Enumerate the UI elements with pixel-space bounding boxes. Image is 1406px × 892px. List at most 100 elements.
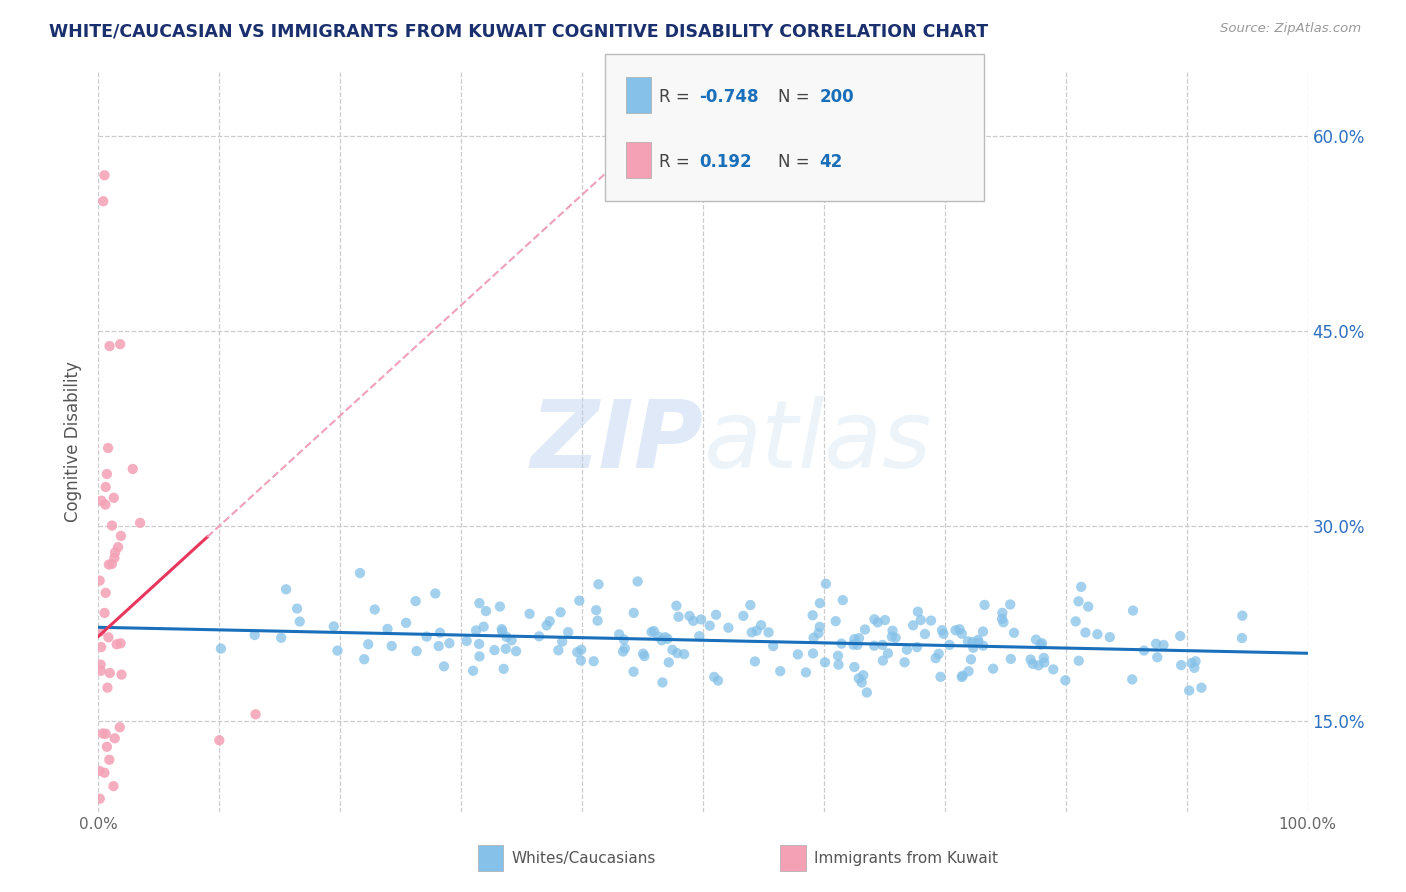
- Point: [96, 467, 118, 481]
- Point: [326, 643, 349, 657]
- Point: [405, 644, 427, 658]
- Point: [952, 669, 974, 683]
- Y-axis label: Cognitive Disability: Cognitive Disability: [65, 361, 83, 522]
- Point: [848, 631, 870, 645]
- Point: [103, 491, 125, 505]
- Point: [925, 651, 948, 665]
- Point: [1029, 638, 1052, 652]
- Point: [492, 662, 515, 676]
- Point: [491, 624, 513, 639]
- Point: [94, 498, 117, 512]
- Point: [678, 608, 700, 623]
- Point: [740, 598, 762, 612]
- Point: [851, 675, 873, 690]
- Point: [882, 624, 904, 638]
- Point: [827, 657, 849, 672]
- Point: [1146, 650, 1168, 665]
- Point: [468, 637, 491, 651]
- Point: [104, 545, 127, 559]
- Point: [704, 607, 727, 622]
- Point: [381, 639, 404, 653]
- Text: R =: R =: [659, 153, 696, 170]
- Point: [643, 624, 665, 638]
- Point: [896, 642, 918, 657]
- Point: [873, 613, 896, 627]
- Point: [1033, 656, 1056, 670]
- Point: [1122, 603, 1144, 617]
- Point: [893, 655, 915, 669]
- Point: [468, 649, 491, 664]
- Point: [395, 615, 418, 630]
- Point: [688, 629, 710, 643]
- Point: [957, 665, 980, 679]
- Text: N =: N =: [778, 87, 814, 105]
- Point: [749, 618, 772, 632]
- Point: [914, 627, 936, 641]
- Point: [96, 681, 118, 695]
- Point: [429, 625, 451, 640]
- Point: [288, 615, 311, 629]
- Point: [690, 612, 713, 626]
- Point: [536, 618, 558, 632]
- Point: [97, 441, 120, 455]
- Point: [1074, 625, 1097, 640]
- Point: [981, 662, 1004, 676]
- Point: [962, 635, 984, 649]
- Point: [322, 619, 344, 633]
- Point: [489, 599, 512, 614]
- Point: [807, 626, 830, 640]
- Point: [527, 629, 550, 643]
- Point: [993, 615, 1015, 630]
- Point: [110, 636, 132, 650]
- Point: [665, 599, 688, 613]
- Point: [808, 620, 831, 634]
- Point: [472, 620, 495, 634]
- Point: [90, 664, 112, 678]
- Point: [931, 624, 953, 638]
- Point: [91, 194, 114, 209]
- Point: [551, 634, 574, 648]
- Point: [844, 660, 866, 674]
- Point: [1184, 654, 1206, 668]
- Point: [1191, 681, 1213, 695]
- Point: [519, 607, 541, 621]
- Point: [208, 733, 231, 747]
- Point: [673, 647, 696, 661]
- Point: [1232, 608, 1254, 623]
- Point: [585, 603, 607, 617]
- Point: [586, 614, 609, 628]
- Point: [433, 659, 456, 673]
- Point: [93, 606, 115, 620]
- Point: [872, 654, 894, 668]
- Point: [97, 630, 120, 644]
- Point: [108, 720, 131, 734]
- Point: [733, 608, 755, 623]
- Point: [846, 638, 869, 652]
- Point: [89, 764, 111, 778]
- Point: [94, 727, 117, 741]
- Text: ZIP: ZIP: [530, 395, 703, 488]
- Point: [657, 632, 679, 646]
- Point: [1144, 637, 1167, 651]
- Point: [631, 647, 654, 661]
- Point: [991, 606, 1014, 620]
- Point: [108, 337, 131, 351]
- Point: [938, 638, 960, 652]
- Point: [801, 647, 824, 661]
- Point: [569, 653, 592, 667]
- Point: [547, 643, 569, 657]
- Point: [110, 667, 132, 681]
- Point: [803, 631, 825, 645]
- Point: [1025, 632, 1047, 647]
- Point: [1168, 629, 1191, 643]
- Point: [405, 594, 427, 608]
- Point: [1230, 631, 1253, 645]
- Point: [1087, 627, 1109, 641]
- Point: [1121, 673, 1143, 687]
- Point: [465, 624, 488, 638]
- Point: [786, 648, 808, 662]
- Point: [501, 633, 523, 648]
- Point: [633, 649, 655, 664]
- Point: [1170, 658, 1192, 673]
- Point: [661, 642, 683, 657]
